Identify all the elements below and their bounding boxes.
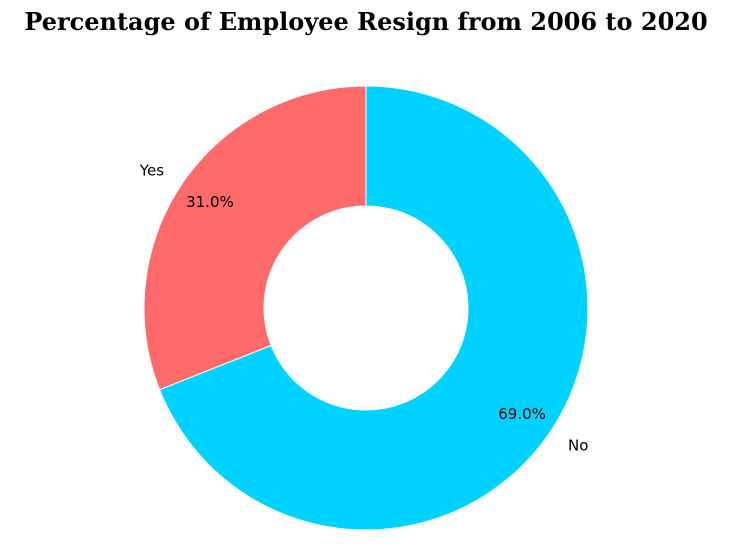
slice-label-yes: Yes bbox=[139, 162, 164, 180]
labels-layer: 31.0% Yes 69.0% No bbox=[139, 162, 589, 455]
pct-label-yes: 31.0% bbox=[186, 193, 234, 211]
pct-label-no: 69.0% bbox=[498, 405, 546, 423]
slices-layer bbox=[143, 85, 589, 531]
slice-yes bbox=[143, 85, 367, 391]
chart-title: Percentage of Employee Resign from 2006 … bbox=[24, 7, 707, 36]
slice-no bbox=[158, 85, 589, 531]
slice-label-no: No bbox=[568, 436, 588, 454]
